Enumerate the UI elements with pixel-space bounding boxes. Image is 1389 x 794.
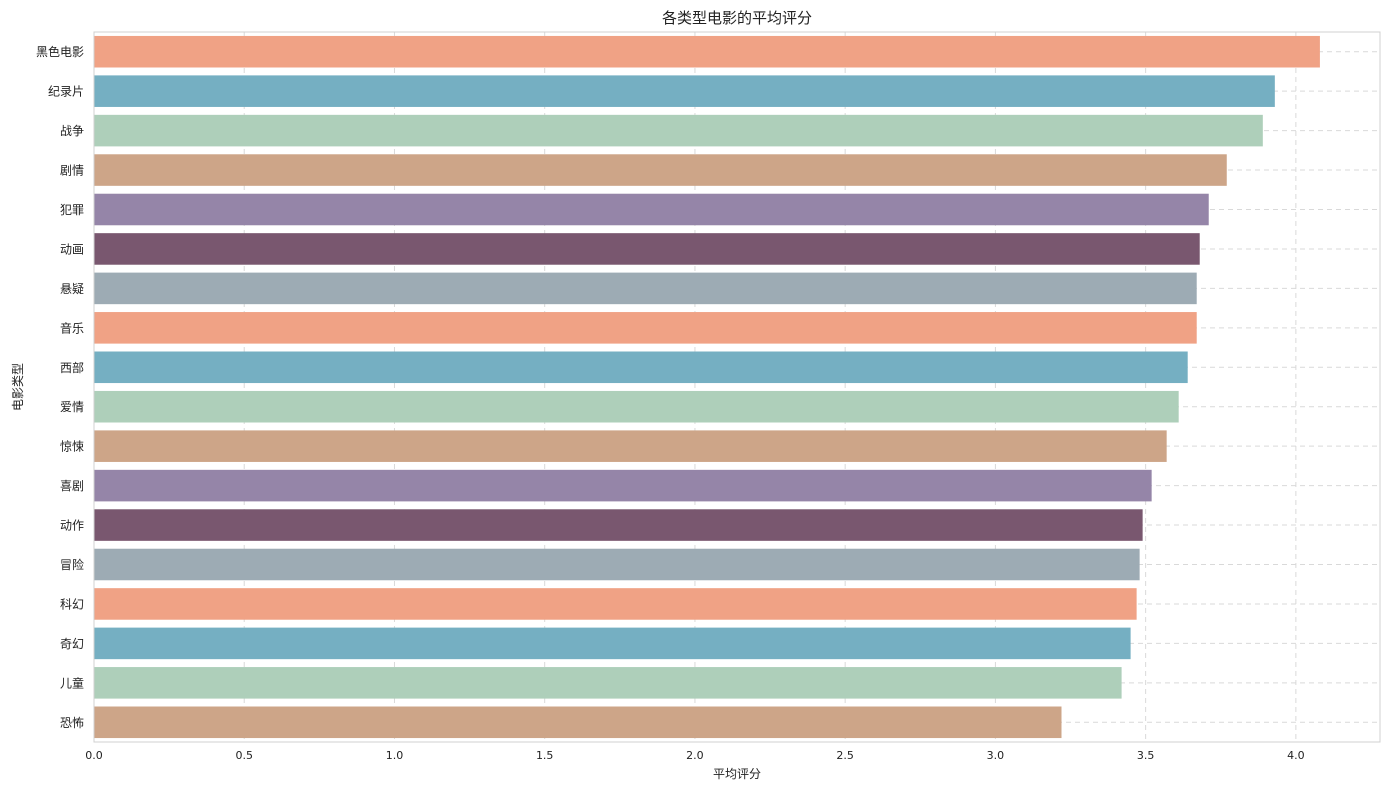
bar-10	[94, 430, 1167, 462]
y-tick-label: 剧情	[60, 164, 84, 178]
y-tick-label: 喜剧	[60, 479, 84, 493]
y-tick-label: 犯罪	[60, 203, 84, 217]
x-tick-labels: 0.0 0.5 1.0 1.5 2.0 2.5 3.0 3.5 4.0	[85, 749, 1304, 762]
bar-12	[94, 509, 1143, 541]
y-tick-label: 科幻	[60, 597, 84, 611]
y-tick-label: 黑色电影	[36, 45, 84, 59]
y-tick-label: 战争	[60, 124, 84, 138]
y-tick-label: 儿童	[60, 675, 84, 690]
bar-5	[94, 233, 1200, 265]
y-tick-label: 恐怖	[60, 715, 84, 730]
y-tick-label: 动作	[60, 519, 84, 533]
y-tick-label: 爱情	[60, 400, 84, 414]
bar-9	[94, 390, 1179, 423]
bar-7	[94, 312, 1197, 344]
x-tick-label: 2.5	[836, 749, 854, 762]
x-tick-label: 4.0	[1287, 749, 1305, 762]
chart-title: 各类型电影的平均评分	[662, 9, 812, 27]
x-tick-label: 0.0	[85, 749, 103, 762]
x-tick-label: 3.5	[1137, 749, 1155, 762]
bar-2	[94, 114, 1263, 147]
x-tick-label: 3.0	[987, 749, 1005, 762]
y-tick-label: 音乐	[60, 320, 84, 335]
bars	[94, 35, 1320, 739]
y-tick-label: 纪录片	[48, 85, 84, 99]
y-tick-label: 悬疑	[60, 281, 84, 296]
bar-6	[94, 272, 1197, 305]
y-tick-label: 动画	[60, 242, 84, 256]
x-tick-label: 1.5	[536, 749, 554, 762]
bar-0	[94, 35, 1320, 68]
y-tick-label: 西部	[60, 360, 84, 375]
y-tick-label: 奇幻	[60, 637, 84, 651]
plot-frame	[93, 31, 1381, 743]
x-tick-label: 0.5	[235, 749, 253, 762]
bar-8	[94, 351, 1188, 384]
bar-15	[94, 627, 1131, 660]
x-axis-label: 平均评分	[713, 767, 761, 781]
bar-16	[94, 667, 1122, 699]
x-tick-label: 1.0	[386, 749, 404, 762]
y-axis-label: 电影类型	[11, 363, 25, 411]
bar-13	[94, 548, 1140, 581]
bar-17	[94, 706, 1062, 739]
bar-4	[94, 193, 1209, 226]
y-tick-label: 惊悚	[60, 439, 84, 454]
bar-1	[94, 75, 1275, 107]
bar-3	[94, 154, 1227, 186]
y-tick-label: 冒险	[60, 557, 84, 572]
bar-14	[94, 588, 1137, 620]
bar-11	[94, 469, 1152, 502]
x-tick-label: 2.0	[686, 749, 704, 762]
